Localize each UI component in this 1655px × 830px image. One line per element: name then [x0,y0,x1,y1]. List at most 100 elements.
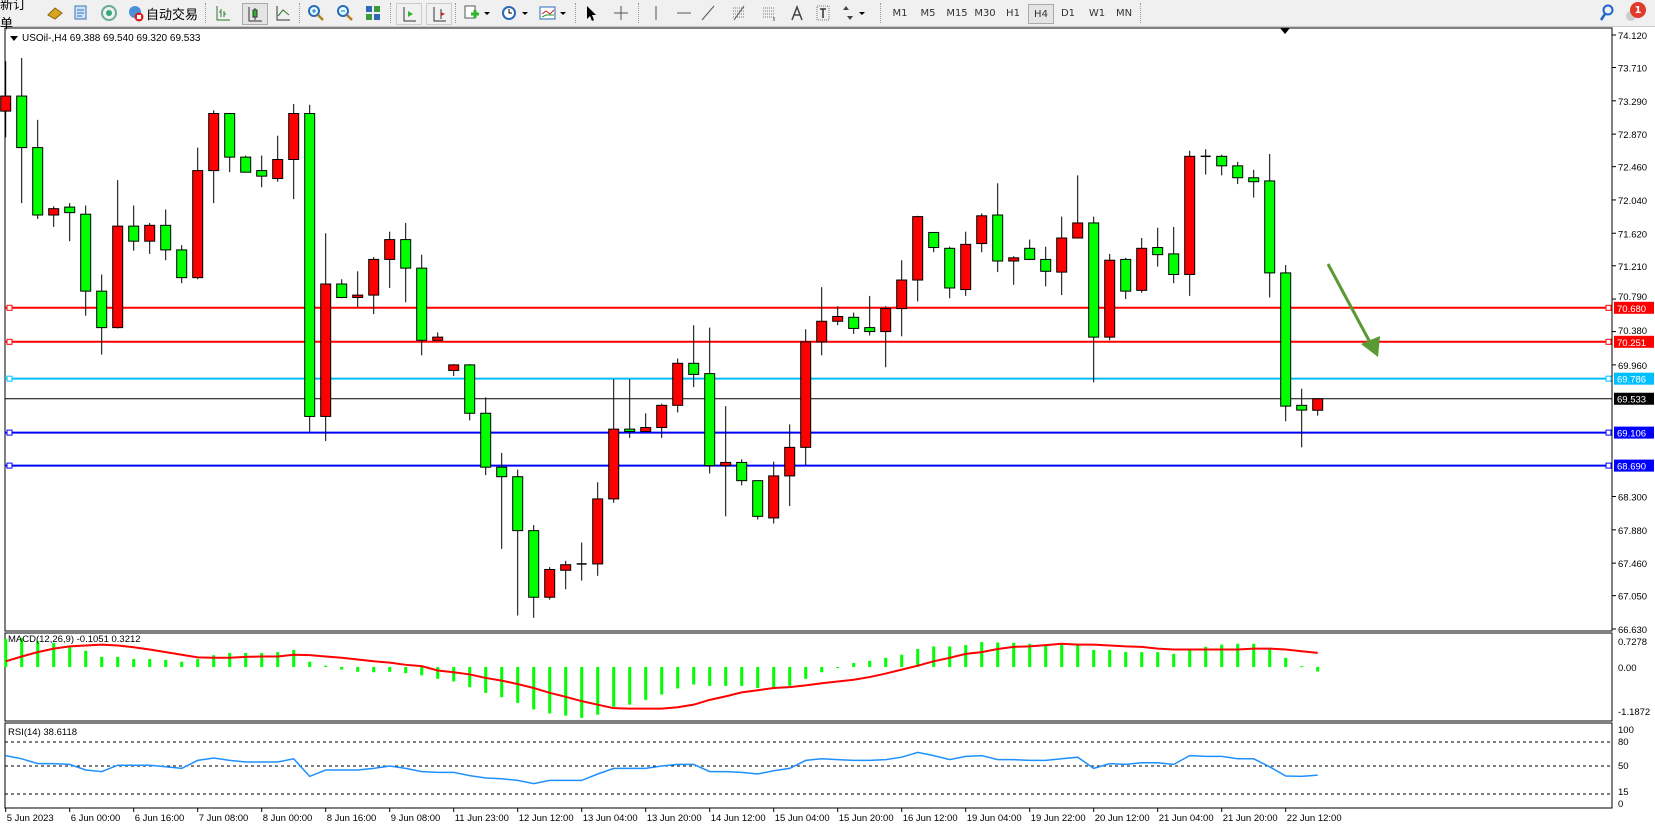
chart-shift-icon[interactable] [426,3,452,25]
macd-histogram-bar [228,652,232,667]
candle-body [416,267,428,341]
timeframe-m15[interactable]: M15 [946,7,968,19]
signal-icon[interactable] [98,3,120,23]
candle-body [48,208,60,216]
line-chart-icon[interactable] [272,3,294,23]
zoom-out-icon[interactable] [334,3,356,23]
macd-histogram-bar [52,642,56,667]
candle [80,205,92,316]
templates-icon[interactable] [536,3,570,23]
macd-histogram-bar [420,667,424,676]
periods-clock-icon[interactable] [498,3,532,23]
candle [480,397,492,476]
auto-trading-button[interactable]: 自动交易 [146,7,199,23]
macd-histogram-bar [196,659,200,667]
price-tick-label: 67.050 [1618,592,1647,603]
vertical-line-icon[interactable] [645,3,667,23]
candle-body [800,341,812,448]
macd-histogram-bar [324,665,328,667]
candle [352,271,364,307]
horizontal-line-icon[interactable] [673,3,695,23]
candle-body [672,362,684,406]
candle [848,312,860,334]
arrows-icon[interactable] [838,3,868,23]
candle [560,560,572,590]
bar-chart-icon[interactable] [212,3,234,23]
chart-background [0,26,1655,830]
candle [48,206,60,227]
candle [1136,238,1148,293]
macd-histogram-bar [484,667,488,693]
trendline-icon[interactable] [697,3,719,23]
candle-body [352,294,364,298]
macd-histogram-bar [612,667,616,707]
cursor-icon[interactable] [580,3,602,23]
level-handle [1605,462,1612,469]
timeframe-mn[interactable]: MN [1115,7,1133,19]
price-tick-label: 68.300 [1618,493,1647,504]
level-handle [6,429,13,436]
candle-body [528,530,540,598]
macd-histogram-bar [1044,645,1048,667]
candle [1184,150,1196,296]
auto-scroll-icon[interactable] [396,3,422,25]
macd-histogram-bar [708,667,712,686]
macd-histogram-bar [1252,643,1256,667]
candle [1120,257,1132,300]
candle-body [1264,180,1276,274]
timeframe-h4[interactable]: H4 [1028,4,1054,24]
zoom-in-icon[interactable] [305,3,327,23]
candle-body [1008,257,1020,262]
candle-body [880,308,892,333]
timeframe-m30[interactable]: M30 [974,7,996,19]
crosshair-icon[interactable] [610,3,632,23]
candle [720,406,732,517]
candle [1008,256,1020,285]
macd-histogram-bar [820,667,824,673]
candle [240,155,252,173]
tile-windows-icon[interactable] [362,3,384,23]
candle-body [1104,259,1116,338]
timeframe-h1[interactable]: H1 [1006,7,1020,19]
candle-body [64,206,76,214]
level-handle [1605,429,1612,436]
candle-body [208,113,220,172]
level-price-tag [1614,372,1654,385]
price-tick-label: 67.880 [1618,526,1647,537]
candle [1200,149,1211,175]
candle [864,295,876,336]
macd-histogram-bar [1204,646,1208,667]
macd-histogram-bar [404,667,408,674]
candle-body [1152,247,1164,256]
new-chart-icon[interactable] [460,3,494,23]
new-order-button[interactable]: 新订单 [0,0,27,32]
macd-histogram-bar [628,667,632,705]
rsi-label: RSI(14) 38.6118 [8,727,77,738]
timeframe-m5[interactable]: M5 [920,7,936,19]
timeframe-m1[interactable]: M1 [892,7,908,19]
fibonacci-icon[interactable] [728,3,750,23]
level-handle [6,462,13,469]
fibonacci-fan-icon[interactable] [758,3,780,23]
time-tick-label: 11 Jun 23:00 [455,813,509,824]
candle-body [1040,258,1052,272]
timeframe-w1[interactable]: W1 [1088,7,1106,19]
toolbar-separator [575,3,577,23]
candle [1088,216,1100,383]
candle [272,135,284,182]
gold-bars-icon[interactable] [44,3,66,23]
search-icon[interactable] [1597,3,1617,23]
text-label-icon[interactable] [812,3,834,23]
collapse-triangle-icon[interactable] [10,36,18,41]
auto-trading-icon[interactable] [124,3,146,23]
macd-histogram-bar [372,667,376,673]
text-icon[interactable] [786,3,808,23]
timeframe-d1[interactable]: D1 [1060,7,1076,19]
candle-body [624,428,636,433]
chart-shift-marker-icon[interactable] [1280,28,1290,34]
candlestick-icon[interactable] [242,3,268,25]
data-window-icon[interactable] [70,3,92,23]
candle-body [304,113,316,417]
macd-histogram-bar [1108,649,1112,667]
